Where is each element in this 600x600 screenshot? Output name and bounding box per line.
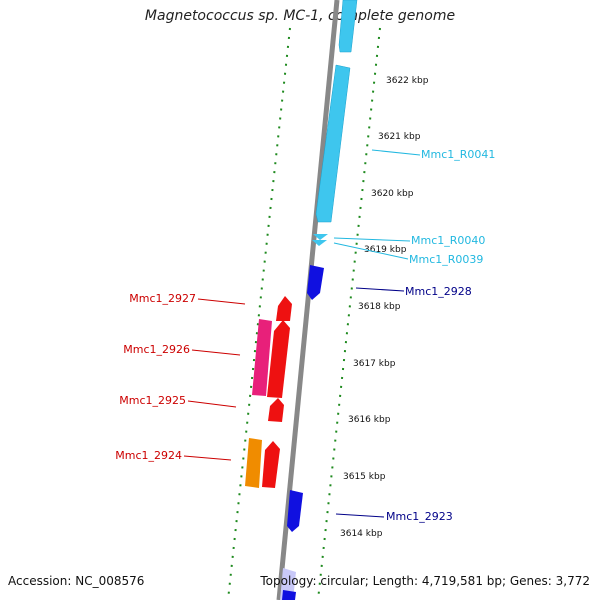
feature-label[interactable]: Mmc1_2925: [119, 394, 186, 407]
feature-label[interactable]: Mmc1_2928: [405, 285, 472, 298]
leader-line: [355, 287, 405, 292]
leader-line: [197, 298, 246, 305]
rna-feature-Mmc1_R0039[interactable]: [312, 240, 327, 246]
feature-label[interactable]: Mmc1_2924: [115, 449, 182, 462]
feature-label[interactable]: Mmc1_2926: [123, 343, 190, 356]
feature-label[interactable]: Mmc1_2927: [129, 292, 196, 305]
tick-label: 3618 kbp: [358, 302, 401, 312]
leader-line: [183, 455, 232, 461]
gene-Mmc1_2926-pink: [252, 319, 272, 396]
feature-label[interactable]: Mmc1_R0041: [421, 148, 495, 161]
feature-label[interactable]: Mmc1_R0039: [409, 253, 483, 266]
gene-Mmc1_2924-orange: [245, 438, 262, 488]
rna-feature-Mmc1_R0041[interactable]: [315, 64, 351, 223]
leader-line: [335, 513, 385, 518]
gene-Mmc1_2926[interactable]: [267, 320, 290, 398]
leader-line: [333, 242, 409, 260]
leader-line: [333, 237, 411, 242]
gene-Mmc1_2924[interactable]: [262, 441, 280, 488]
topology-text: Topology: circular; Length: 4,719,581 bp…: [260, 574, 590, 588]
tick-label: 3620 kbp: [371, 189, 414, 199]
leader-line: [371, 149, 421, 156]
rna-feature-Mmc1_R0040[interactable]: [313, 234, 328, 240]
tick-label: 3621 kbp: [378, 132, 421, 142]
tick-label: 3616 kbp: [348, 415, 391, 425]
leader-line: [187, 400, 237, 408]
genome-backbone: [276, 0, 340, 600]
gene-Mmc1_2923[interactable]: [287, 490, 303, 532]
gene-Mmc1_2928[interactable]: [307, 265, 324, 300]
accession-text: Accession: NC_008576: [8, 574, 145, 588]
genome-title: Magnetococcus sp. MC-1, complete genome: [144, 8, 456, 24]
gene-Mmc1_2925[interactable]: [268, 398, 284, 422]
tick-label: 3615 kbp: [343, 472, 386, 482]
leader-line: [191, 349, 241, 356]
tick-label: 3617 kbp: [353, 359, 396, 369]
feature-label[interactable]: Mmc1_2923: [386, 510, 453, 523]
feature-label[interactable]: Mmc1_R0040: [411, 234, 485, 247]
tick-label: 3614 kbp: [340, 529, 383, 539]
gene-bottom-blue-dark: [282, 590, 296, 600]
rna-feature-top: [338, 0, 358, 53]
tick-label: 3622 kbp: [386, 76, 429, 86]
tick-label: 3619 kbp: [364, 245, 407, 255]
gene-Mmc1_2927[interactable]: [276, 296, 292, 321]
